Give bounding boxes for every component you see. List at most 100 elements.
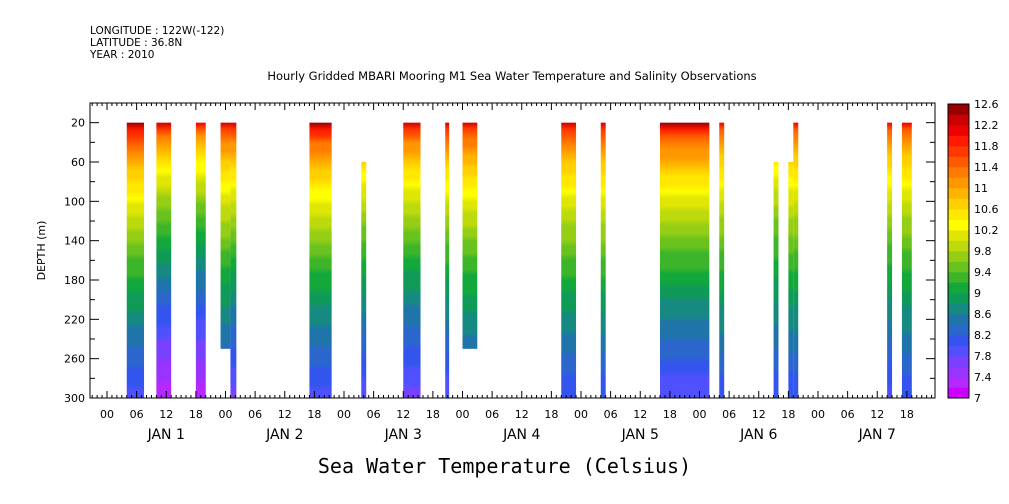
colorbar-swatch [948, 167, 969, 178]
x-tick-label: 06 [485, 408, 499, 421]
colorbar-swatch [948, 282, 969, 294]
x-tick-label: 18 [426, 408, 440, 421]
data-column [793, 122, 799, 399]
colorbar-label: 8.6 [974, 308, 992, 321]
colorbar-swatch [948, 104, 969, 115]
x-tick-label: 12 [515, 408, 529, 421]
data-column [195, 122, 206, 399]
data-column [901, 122, 912, 399]
colorbar-swatch [948, 114, 969, 126]
year-label: YEAR : 2010 [90, 49, 155, 61]
colorbar-swatch [948, 272, 969, 283]
colorbar-swatch [948, 345, 969, 357]
x-tick-label: 00 [574, 408, 588, 421]
x-tick-label: 06 [130, 408, 144, 421]
x-day-label: JAN 1 [147, 427, 185, 443]
data-column [719, 122, 725, 399]
colorbar-swatch [948, 356, 969, 367]
data-cells [126, 122, 912, 399]
colorbar-label: 9 [974, 287, 981, 300]
x-tick-label: 00 [219, 408, 233, 421]
colorbar-swatch [948, 366, 969, 378]
data-column [126, 122, 145, 399]
x-tick-label: 12 [159, 408, 173, 421]
data-column [887, 122, 893, 399]
latitude-label: LATITUDE : 36.8N [90, 37, 183, 49]
colorbar-swatch [948, 198, 969, 210]
x-day-label: JAN 5 [621, 427, 659, 443]
colorbar-swatch [948, 324, 969, 336]
colorbar-swatch [948, 377, 969, 388]
chart-subtitle: Sea Water Temperature (Celsius) [317, 454, 692, 478]
x-tick-label: 18 [544, 408, 558, 421]
data-column [788, 162, 794, 398]
data-column [361, 162, 367, 398]
colorbar-swatch [948, 156, 969, 168]
x-tick-label: 00 [811, 408, 825, 421]
x-tick-label: 18 [663, 408, 677, 421]
colorbar-label: 9.4 [974, 266, 992, 279]
data-column [403, 122, 421, 399]
colorbar-swatch [948, 209, 969, 220]
colorbar-swatch [948, 125, 969, 136]
x-tick-label: 12 [633, 408, 647, 421]
x-tick-label: 06 [367, 408, 381, 421]
colorbar-label: 9.8 [974, 245, 992, 258]
x-tick-label: 12 [752, 408, 766, 421]
data-column [773, 162, 779, 398]
y-tick-label: 60 [71, 156, 85, 169]
x-day-label: JAN 7 [858, 427, 896, 443]
data-column [445, 122, 450, 399]
colorbar-label: 7.8 [974, 350, 992, 363]
colorbar-label: 12.6 [974, 98, 999, 111]
x-tick-label: 18 [900, 408, 914, 421]
colorbar-swatch [948, 188, 969, 199]
colorbar-swatch [948, 303, 969, 315]
y-tick-label: 300 [64, 392, 85, 405]
colorbar-swatch [948, 230, 969, 241]
colorbar-swatch [948, 135, 969, 147]
y-tick-label: 100 [64, 195, 85, 208]
data-column [220, 122, 231, 349]
x-tick-label: 06 [841, 408, 855, 421]
x-tick-label: 18 [189, 408, 203, 421]
y-tick-label: 260 [64, 353, 85, 366]
data-column [309, 122, 332, 399]
y-axis-label: DEPTH (m) [35, 221, 48, 281]
data-column [462, 122, 478, 349]
x-tick-label: 18 [781, 408, 795, 421]
plot-frame [89, 102, 936, 399]
colorbar-swatch [948, 335, 969, 346]
x-day-label: JAN 2 [265, 427, 303, 443]
x-day-label: JAN 6 [739, 427, 777, 443]
x-tick-label: 06 [248, 408, 262, 421]
x-tick-label: 06 [722, 408, 736, 421]
colorbar-label: 11.8 [974, 140, 999, 153]
colorbar-label: 11.4 [974, 161, 999, 174]
colorbar-label: 10.6 [974, 203, 999, 216]
x-tick-label: 12 [870, 408, 884, 421]
longitude-label: LONGITUDE : 122W(-122) [90, 25, 225, 37]
y-tick-label: 20 [71, 117, 85, 130]
y-tick-label: 140 [64, 235, 85, 248]
colorbar-label: 7.4 [974, 371, 992, 384]
x-day-label: JAN 4 [502, 427, 540, 443]
x-day-label: JAN 3 [384, 427, 422, 443]
data-column [156, 122, 172, 399]
x-tick-label: 00 [337, 408, 351, 421]
x-tick-label: 18 [307, 408, 321, 421]
x-tick-label: 00 [693, 408, 707, 421]
colorbar-swatch [948, 293, 969, 304]
x-tick-label: 00 [456, 408, 470, 421]
data-column [660, 122, 710, 399]
data-column [600, 122, 606, 399]
plot-axes: 20 60 100 140 180 220 260 300 DEPTH (m) 00 06 12 18 0… [35, 102, 936, 443]
colorbar-swatch [948, 219, 969, 231]
colorbar-swatch [948, 314, 969, 325]
colorbar-swatch [948, 240, 969, 252]
y-tick-label: 220 [64, 313, 85, 326]
data-column [561, 122, 577, 399]
colorbar: 12.6 12.2 11.8 11.4 11 10.6 10.2 9.8 9.4 9 8.6 8.2 7… [947, 98, 999, 405]
colorbar-label: 11 [974, 182, 988, 195]
